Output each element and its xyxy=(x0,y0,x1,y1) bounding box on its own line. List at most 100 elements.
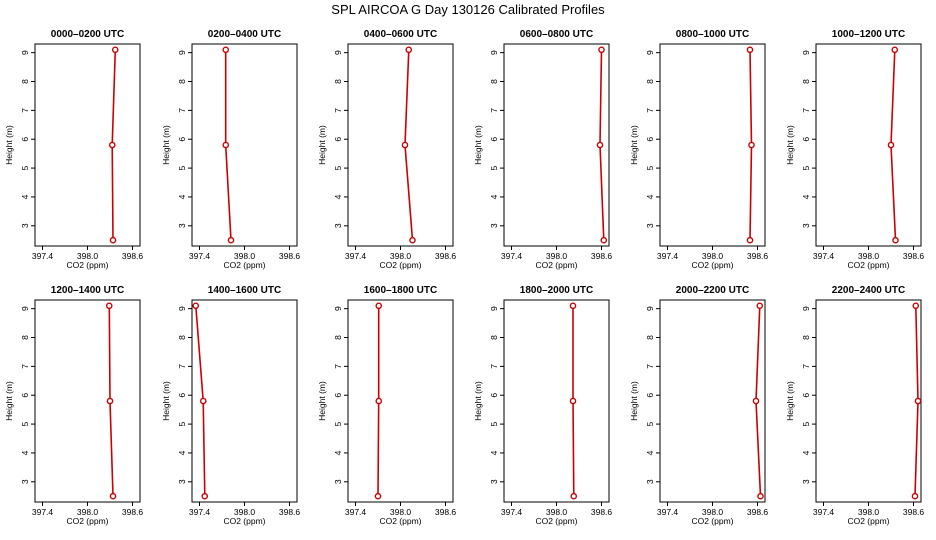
panel-title: 0000–0200 UTC xyxy=(51,29,124,40)
y-tick-label: 3 xyxy=(801,479,811,484)
data-point xyxy=(375,302,383,310)
y-tick-label: 8 xyxy=(801,79,811,84)
y-tick-label: 7 xyxy=(177,364,187,369)
x-tick-label: 398.6 xyxy=(435,251,457,261)
x-tick-label: 398.0 xyxy=(77,251,99,261)
y-tick-label: 4 xyxy=(177,194,187,199)
y-tick-label: 8 xyxy=(333,335,343,340)
y-axis-label: Height (m) xyxy=(161,381,171,421)
y-tick-label: 4 xyxy=(489,450,499,455)
x-tick-label: 398.0 xyxy=(77,507,99,517)
x-tick-label: 397.4 xyxy=(32,251,54,261)
y-tick-label: 6 xyxy=(177,393,187,398)
data-point xyxy=(892,236,899,244)
x-tick-label: 397.4 xyxy=(813,251,835,261)
y-tick-label: 3 xyxy=(801,223,811,228)
y-tick-label: 5 xyxy=(177,165,187,170)
y-tick-label: 7 xyxy=(645,108,655,113)
y-tick-label: 4 xyxy=(177,450,187,455)
x-axis-label: CO2 (ppm) xyxy=(379,260,421,270)
y-tick-label: 9 xyxy=(801,50,811,55)
x-tick-label: 398.0 xyxy=(702,251,724,261)
panel-title: 2000–2200 UTC xyxy=(676,285,749,296)
data-point xyxy=(914,397,922,405)
y-tick-label: 6 xyxy=(489,137,499,142)
x-axis-label: CO2 (ppm) xyxy=(223,516,265,526)
y-tick-label: 9 xyxy=(177,306,187,311)
y-tick-label: 4 xyxy=(801,194,811,199)
panel-title: 1600–1800 UTC xyxy=(364,285,437,296)
y-axis-label: Height (m) xyxy=(317,381,327,421)
y-tick-label: 5 xyxy=(489,421,499,426)
y-tick-label: 6 xyxy=(177,137,187,142)
y-tick-label: 4 xyxy=(489,194,499,199)
plot-frame xyxy=(347,299,454,503)
panel: 1600–1800 UTC 397.4 398.0 398.6 CO2 (ppm) 3 4 5… xyxy=(317,285,456,526)
y-tick-label: 5 xyxy=(333,421,343,426)
y-tick-label: 9 xyxy=(20,306,30,311)
y-tick-label: 7 xyxy=(801,108,811,113)
x-axis-label: CO2 (ppm) xyxy=(66,516,108,526)
x-tick-label: 397.4 xyxy=(501,251,523,261)
y-tick-label: 9 xyxy=(20,50,30,55)
panel: 0400–0600 UTC 397.4 398.0 398.6 CO2 (ppm) 3 4 5… xyxy=(317,29,456,270)
x-axis-label: CO2 (ppm) xyxy=(847,516,889,526)
data-point xyxy=(891,46,899,54)
data-point xyxy=(106,397,114,405)
data-point xyxy=(598,46,605,54)
y-tick-label: 6 xyxy=(333,137,343,142)
panel-title: 0200–0400 UTC xyxy=(208,29,281,40)
data-point xyxy=(752,397,760,405)
data-point xyxy=(409,236,416,244)
plot-frame xyxy=(815,299,922,503)
plot-frame xyxy=(815,43,922,247)
panel: 2000–2200 UTC 397.4 398.0 398.6 CO2 (ppm) 3 4 5… xyxy=(629,285,768,526)
x-tick-label: 398.6 xyxy=(122,507,144,517)
y-tick-label: 8 xyxy=(20,79,30,84)
x-axis-label: CO2 (ppm) xyxy=(691,260,733,270)
x-tick-label: 397.4 xyxy=(189,251,211,261)
x-tick-label: 398.6 xyxy=(747,251,769,261)
x-tick-label: 397.4 xyxy=(657,251,679,261)
y-tick-label: 3 xyxy=(489,223,499,228)
x-tick-label: 398.0 xyxy=(858,507,880,517)
y-tick-label: 9 xyxy=(645,50,655,55)
y-tick-label: 3 xyxy=(645,223,655,228)
x-tick-label: 398.0 xyxy=(702,507,724,517)
plot-frame xyxy=(659,299,766,503)
data-point xyxy=(746,46,754,54)
y-tick-label: 6 xyxy=(20,137,30,142)
data-point xyxy=(109,236,117,244)
y-tick-label: 3 xyxy=(489,479,499,484)
panel: 2200–2400 UTC 397.4 398.0 398.6 CO2 (ppm) 3 4 5… xyxy=(785,285,924,526)
panel: 1000–1200 UTC 397.4 398.0 398.6 CO2 (ppm) 3 4 5… xyxy=(785,29,924,270)
x-tick-label: 398.0 xyxy=(390,251,412,261)
y-axis-label: Height (m) xyxy=(785,381,795,421)
y-tick-label: 9 xyxy=(801,306,811,311)
y-tick-label: 5 xyxy=(20,165,30,170)
x-tick-label: 398.0 xyxy=(234,507,256,517)
y-tick-label: 7 xyxy=(20,364,30,369)
y-tick-label: 3 xyxy=(645,479,655,484)
y-tick-label: 5 xyxy=(20,421,30,426)
y-tick-label: 5 xyxy=(645,421,655,426)
plot-frame xyxy=(503,299,610,503)
y-tick-label: 4 xyxy=(645,194,655,199)
panel: 0600–0800 UTC 397.4 398.0 398.6 CO2 (ppm) 3 4 5… xyxy=(473,29,612,270)
x-axis-label: CO2 (ppm) xyxy=(535,260,577,270)
y-tick-label: 5 xyxy=(801,165,811,170)
y-axis-label: Height (m) xyxy=(4,381,14,421)
panel-title: 2200–2400 UTC xyxy=(832,285,905,296)
data-point xyxy=(109,492,117,500)
y-tick-label: 9 xyxy=(489,306,499,311)
y-tick-label: 9 xyxy=(333,306,343,311)
y-tick-label: 6 xyxy=(489,393,499,398)
y-tick-label: 6 xyxy=(645,393,655,398)
y-tick-label: 7 xyxy=(20,108,30,113)
y-tick-label: 7 xyxy=(333,108,343,113)
x-tick-label: 398.6 xyxy=(591,251,613,261)
y-tick-label: 8 xyxy=(20,335,30,340)
y-tick-label: 6 xyxy=(801,137,811,142)
